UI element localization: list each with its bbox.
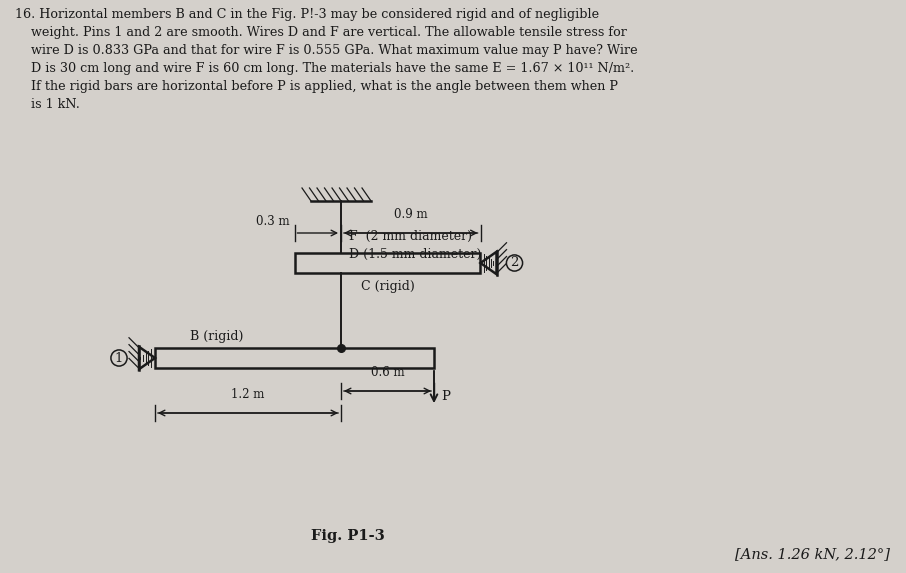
Bar [155,348,434,368]
Text: 1.2 m: 1.2 m [231,388,265,401]
Text: 1: 1 [115,351,123,364]
Text: 16. Horizontal members B and C in the Fig. P!-3 may be considered rigid and of n: 16. Horizontal members B and C in the Fi… [15,8,638,111]
Text: 0.3 m: 0.3 m [255,215,290,228]
Bar [294,253,480,273]
Text: P: P [441,390,450,402]
Text: 0.6 m: 0.6 m [371,366,404,379]
Text: 2: 2 [510,257,519,269]
Text: [Ans. 1.26 kN, 2.12°]: [Ans. 1.26 kN, 2.12°] [735,547,890,561]
Text: B (rigid): B (rigid) [190,330,244,343]
Text: F  (2 mm diameter): F (2 mm diameter) [349,230,472,243]
Text: Fig. P1-3: Fig. P1-3 [311,529,385,543]
Text: C (rigid): C (rigid) [361,280,414,293]
Text: 0.9 m: 0.9 m [394,208,428,221]
Text: D (1.5 mm diameter): D (1.5 mm diameter) [349,248,481,261]
